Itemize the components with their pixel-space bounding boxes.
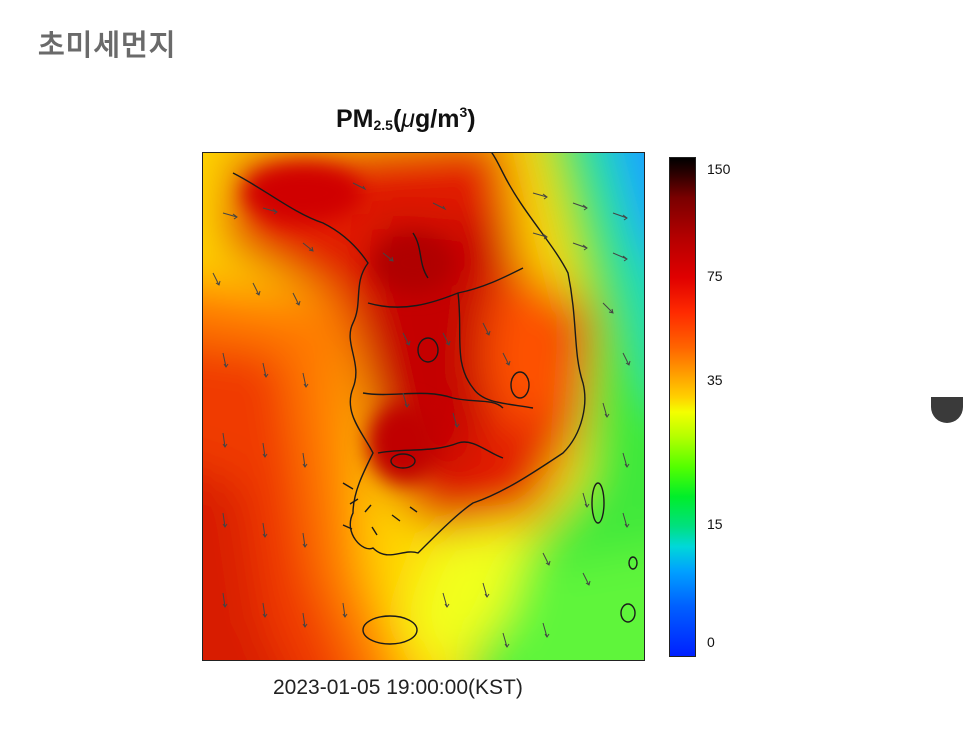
coastline-outline <box>232 153 638 645</box>
pm25-concentration-map <box>202 152 645 661</box>
half-circle-icon[interactable] <box>931 397 963 423</box>
colorbar-tick-150: 150 <box>707 161 731 177</box>
colorbar <box>669 157 696 657</box>
wind-vectors <box>212 182 631 648</box>
title-unit: g/m <box>415 105 460 133</box>
title-open-paren: ( <box>392 105 402 133</box>
colorbar-tick-15: 15 <box>707 516 723 532</box>
map-title: PM2.5(μg/m3) <box>336 104 476 134</box>
title-superscript: 3 <box>459 104 468 120</box>
colorbar-tick-75: 75 <box>707 268 723 284</box>
concentration-field <box>203 153 644 660</box>
title-subscript: 2.5 <box>373 117 393 133</box>
page-heading: 초미세먼지 <box>38 28 177 62</box>
hotspots <box>243 163 453 483</box>
colorbar-tick-0: 0 <box>707 634 715 650</box>
map-timestamp: 2023-01-05 19:00:00(KST) <box>273 676 523 699</box>
title-close-paren: ) <box>467 105 476 133</box>
colorbar-tick-35: 35 <box>707 372 723 388</box>
map-canvas <box>203 153 644 660</box>
title-main: PM <box>336 105 374 133</box>
title-mu: μ <box>401 105 415 133</box>
